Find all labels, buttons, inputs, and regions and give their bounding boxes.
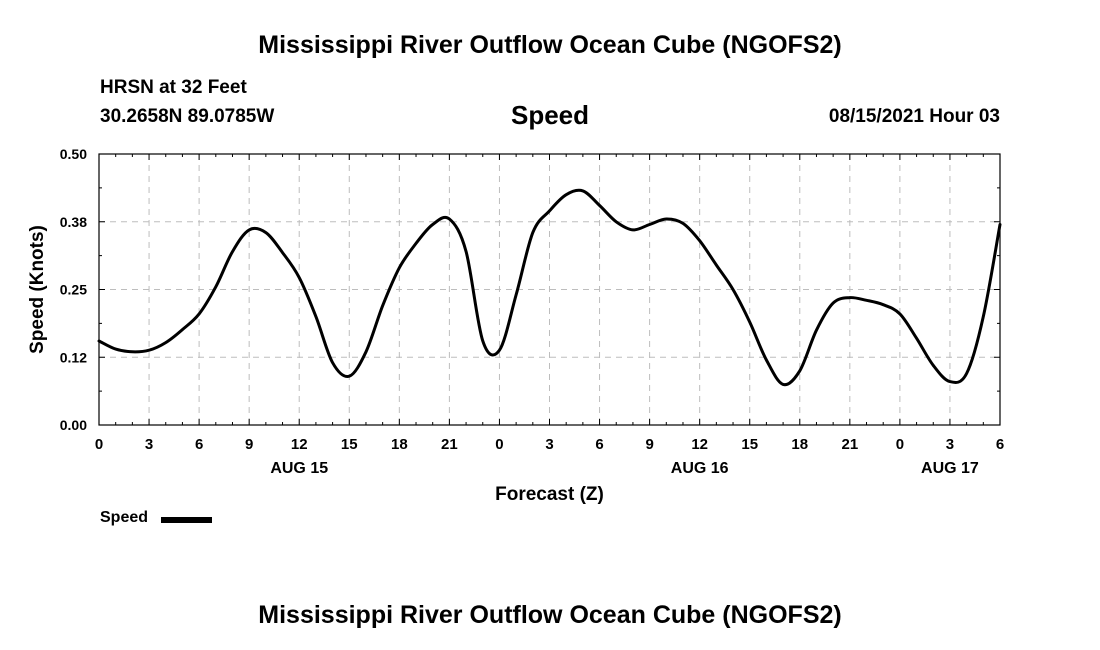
y-tick-label: 0.50 [60,146,87,162]
y-tick-label: 0.00 [60,417,87,433]
x-tick-label: 0 [95,436,103,453]
x-tick-label: 15 [741,436,758,453]
x-tick-label: 18 [791,436,808,453]
grid-lines [99,154,1000,425]
x-tick-label: 6 [195,436,203,453]
x-tick-label: 3 [946,436,954,453]
speed-series-line [97,188,1002,387]
x-tick-label: 6 [996,436,1004,453]
coordinates-label: 30.2658N 89.0785W [100,106,275,127]
station-label: HRSN at 32 Feet [100,77,247,98]
x-axis-label: Forecast (Z) [495,484,604,505]
axis-tick-labels: 0 3 6 9 12 15 18 21 0 3 6 9 12 15 18 21 0 3 6 0.00 0.12 0.25 0… [60,146,1004,477]
x-tick-label: 9 [245,436,253,453]
x-tick-label: 21 [441,436,458,453]
x-tick-label: 15 [341,436,358,453]
chart-title-bottom: Mississippi River Outflow Ocean Cube (NG… [258,601,842,629]
legend-label: Speed [100,509,149,526]
chart-title-top: Mississippi River Outflow Ocean Cube (NG… [258,31,842,59]
x-tick-label: 0 [896,436,904,453]
y-tick-label: 0.25 [60,282,87,298]
x-tick-label: 6 [595,436,603,453]
x-tick-label: 3 [145,436,153,453]
x-tick-label: 21 [841,436,858,453]
datetime-label: 08/15/2021 Hour 03 [828,106,1000,127]
date-label: AUG 17 [921,460,979,477]
x-tick-label: 18 [391,436,408,453]
date-label: AUG 16 [671,460,729,477]
y-tick-label: 0.12 [60,349,87,365]
date-label: AUG 15 [270,460,328,477]
x-tick-label: 0 [495,436,503,453]
plot-frame [98,153,1001,426]
x-tick-label: 3 [545,436,553,453]
x-tick-label: 12 [291,436,308,453]
x-tick-label: 9 [645,436,653,453]
y-axis-label: Speed (Knots) [27,225,48,354]
y-tick-label: 0.38 [60,214,87,230]
legend-swatch [161,517,212,523]
x-tick-label: 12 [691,436,708,453]
variable-title: Speed [510,100,590,130]
